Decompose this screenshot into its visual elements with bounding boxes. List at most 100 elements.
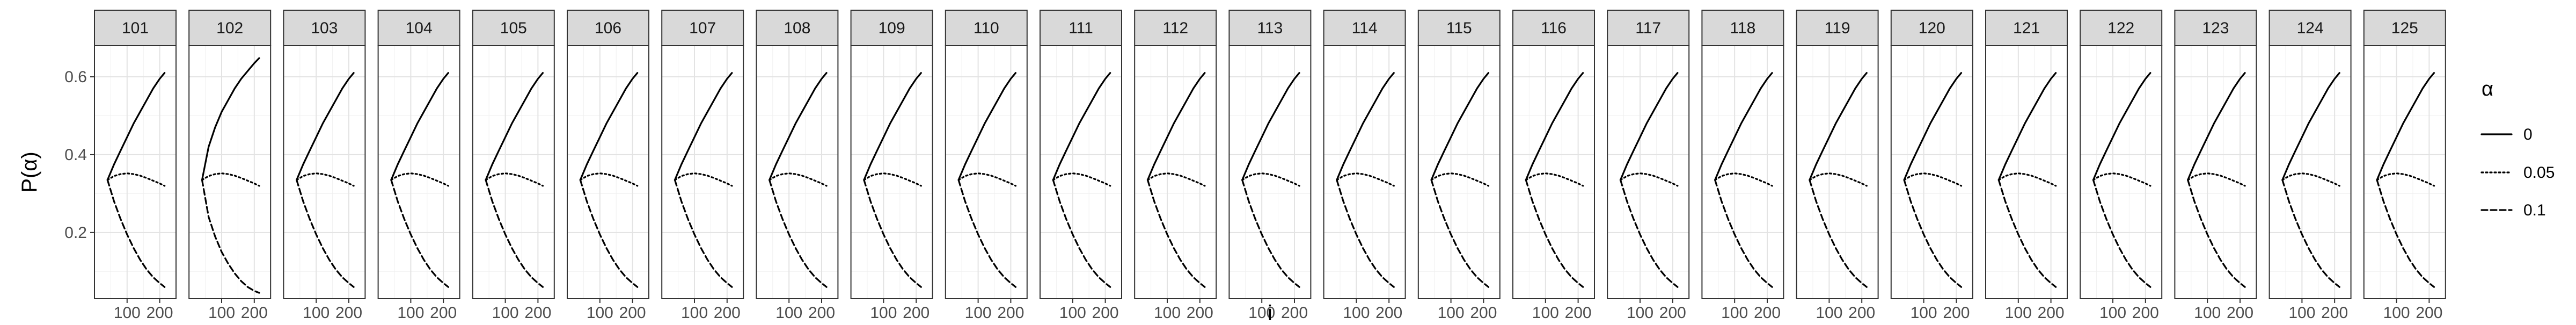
facet-strip-110 bbox=[945, 10, 1028, 46]
series-line-0.1 bbox=[1052, 179, 1111, 288]
series-line-0.1 bbox=[863, 179, 922, 288]
panel-border bbox=[2080, 45, 2163, 299]
facet-panel-123: 123 100 200 bbox=[2174, 10, 2257, 322]
facet-strip-label: 102 bbox=[216, 19, 243, 37]
panel-background bbox=[567, 46, 649, 299]
facet-strip-label: 104 bbox=[406, 19, 433, 37]
x-tick-label: 200 bbox=[997, 304, 1024, 322]
facet-strip-label: 117 bbox=[1635, 19, 1661, 37]
facet-panel-103: 103 100 200 bbox=[283, 10, 366, 322]
y-tick-label: 0.4 bbox=[64, 146, 87, 164]
series-line-0 bbox=[296, 72, 355, 181]
x-tick-label: 100 bbox=[681, 304, 708, 322]
facet-panel-124: 124 100 200 bbox=[2268, 10, 2352, 322]
panel-background bbox=[1229, 46, 1311, 299]
facet-strip-label: 109 bbox=[879, 19, 905, 37]
series-line-0.05 bbox=[2376, 172, 2435, 187]
series-line-0.05 bbox=[201, 172, 260, 187]
series-line-0.05 bbox=[1430, 172, 1490, 187]
x-tick-label: 200 bbox=[1848, 304, 1875, 322]
x-tick-label: 100 bbox=[1343, 304, 1370, 322]
facet-strip-111 bbox=[1040, 10, 1122, 46]
panel-border bbox=[756, 45, 839, 299]
panel-background bbox=[1513, 46, 1594, 299]
series-line-0.1 bbox=[485, 179, 544, 288]
facet-strip-113 bbox=[1228, 10, 1312, 46]
facet-strip-label: 108 bbox=[784, 19, 810, 37]
series-line-0.1 bbox=[1809, 179, 1868, 288]
panel-background bbox=[283, 46, 365, 299]
facet-strip-125 bbox=[2363, 10, 2446, 46]
panel-background bbox=[378, 46, 460, 299]
facet-strip-116 bbox=[1512, 10, 1595, 46]
x-tick-label: 200 bbox=[2227, 304, 2253, 322]
facet-panel-120: 120 100 200 bbox=[1890, 10, 1973, 322]
series-line-0.1 bbox=[2187, 179, 2246, 288]
x-tick-label: 200 bbox=[241, 304, 268, 322]
facet-panel-105: 105 100 200 bbox=[472, 10, 555, 322]
x-tick-label: 100 bbox=[114, 304, 141, 322]
facet-panel-118: 118 100 200 bbox=[1701, 10, 1784, 322]
facet-strip-label: 113 bbox=[1257, 19, 1283, 37]
x-tick-label: 200 bbox=[808, 304, 835, 322]
series-line-0 bbox=[1430, 72, 1490, 181]
x-tick-label: 200 bbox=[1281, 304, 1308, 322]
panel-border bbox=[1890, 45, 1973, 299]
panel-background bbox=[1323, 46, 1406, 299]
panel-background bbox=[1418, 46, 1500, 299]
facet-strip-label: 105 bbox=[500, 19, 527, 37]
series-line-0.05 bbox=[1903, 172, 1963, 187]
facet-strip-122 bbox=[2080, 10, 2163, 46]
facet-panel-102: 102 100 200 bbox=[188, 10, 272, 322]
y-tick-label: 0.2 bbox=[64, 224, 87, 242]
series-line-0.05 bbox=[1525, 172, 1584, 187]
series-line-0.1 bbox=[296, 179, 355, 288]
facet-strip-label: 122 bbox=[2107, 19, 2134, 37]
panel-background bbox=[1607, 46, 1689, 299]
x-tick-label: 200 bbox=[903, 304, 930, 322]
series-line-0 bbox=[957, 72, 1017, 181]
series-line-0 bbox=[2281, 72, 2340, 181]
panel-border bbox=[1417, 45, 1501, 299]
series-line-0.05 bbox=[1052, 172, 1111, 187]
x-tick-label: 100 bbox=[1532, 304, 1559, 322]
facet-strip-label: 107 bbox=[689, 19, 716, 37]
series-line-0 bbox=[674, 72, 733, 181]
series-line-0.05 bbox=[2281, 172, 2340, 187]
x-tick-label: 100 bbox=[2194, 304, 2221, 322]
panel-background bbox=[756, 46, 838, 299]
series-line-0.05 bbox=[2187, 172, 2246, 187]
series-line-0.05 bbox=[1997, 172, 2057, 187]
series-line-0.05 bbox=[106, 172, 166, 187]
series-line-0.1 bbox=[1997, 179, 2057, 288]
series-line-0.1 bbox=[390, 179, 449, 288]
facet-strip-117 bbox=[1607, 10, 1690, 46]
facet-panel-117: 117 100 200 bbox=[1607, 10, 1690, 322]
x-tick-label: 100 bbox=[775, 304, 802, 322]
panel-border bbox=[94, 45, 177, 299]
series-line-0.1 bbox=[1336, 179, 1395, 288]
series-line-0 bbox=[1336, 72, 1395, 181]
facet-strip-label: 114 bbox=[1352, 19, 1378, 37]
facet-strip-label: 103 bbox=[311, 19, 338, 37]
x-tick-label: 200 bbox=[1375, 304, 1402, 322]
facet-strip-121 bbox=[1985, 10, 2068, 46]
series-line-0 bbox=[1903, 72, 1963, 181]
x-tick-label: 100 bbox=[1059, 304, 1086, 322]
panel-background bbox=[2080, 46, 2162, 299]
series-line-0.1 bbox=[201, 179, 260, 294]
x-tick-label: 100 bbox=[208, 304, 235, 322]
facet-panel-109: 109 100 200 bbox=[850, 10, 933, 322]
x-tick-label: 200 bbox=[430, 304, 457, 322]
x-tick-label: 200 bbox=[1092, 304, 1119, 322]
x-tick-label: 100 bbox=[2383, 304, 2410, 322]
panel-background bbox=[2175, 46, 2257, 299]
facet-panel-106: 106 100 200 bbox=[567, 10, 649, 322]
x-tick-label: 200 bbox=[1187, 304, 1213, 322]
series-line-0 bbox=[1241, 72, 1300, 181]
facet-strip-120 bbox=[1890, 10, 1973, 46]
series-line-0.1 bbox=[579, 179, 639, 288]
x-axis-title: i bbox=[1268, 301, 1272, 322]
x-tick-label: 100 bbox=[2099, 304, 2126, 322]
legend-label: 0.1 bbox=[2523, 201, 2546, 219]
